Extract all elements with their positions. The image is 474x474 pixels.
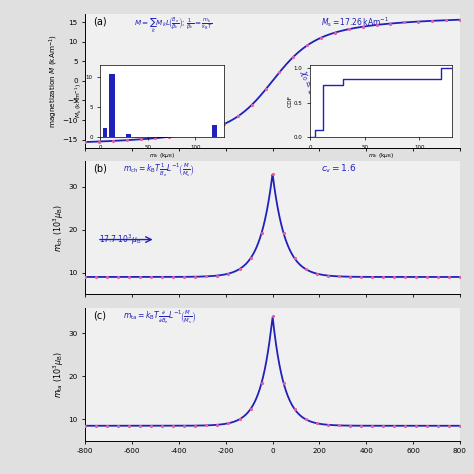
Y-axis label: $m_\mathrm{ch}$ ($10^3\mu_\mathrm{B}$): $m_\mathrm{ch}$ ($10^3\mu_\mathrm{B}$) [51,203,66,252]
Text: $\chi_0=0.688$: $\chi_0=0.688$ [297,68,323,115]
Y-axis label: magnetization $M$ (kAm$^{-1}$): magnetization $M$ (kAm$^{-1}$) [47,34,60,128]
Text: $m_\mathrm{ta}=k_\mathrm{B}T\frac{\partial}{\partial B_e}L^{-1}\!\left(\frac{M}{: $m_\mathrm{ta}=k_\mathrm{B}T\frac{\parti… [123,309,196,326]
Text: $m_\mathrm{ch}=k_\mathrm{B}T\frac{1}{B_e}L^{-1}\!\left(\frac{M}{M_\mathrm{s}}\ri: $m_\mathrm{ch}=k_\mathrm{B}T\frac{1}{B_e… [123,162,194,180]
Text: (c): (c) [93,310,106,320]
Text: $c_\mathrm{v}=1.6$: $c_\mathrm{v}=1.6$ [321,162,357,175]
Text: $17.7{\cdot}10^3\mu_\mathrm{B}$: $17.7{\cdot}10^3\mu_\mathrm{B}$ [100,232,142,247]
Y-axis label: $m_\mathrm{ta}$ ($10^3\mu_\mathrm{B}$): $m_\mathrm{ta}$ ($10^3\mu_\mathrm{B}$) [51,351,66,398]
Text: $M=\sum_k M_k L\!\left(\frac{B_e}{\beta_k}\right)$; $\frac{1}{\beta_k}=\frac{m_k: $M=\sum_k M_k L\!\left(\frac{B_e}{\beta_… [134,16,213,35]
Text: $M_\mathrm{s}=17.26\,\mathrm{kAm}^{-1}$: $M_\mathrm{s}=17.26\,\mathrm{kAm}^{-1}$ [321,16,389,29]
Text: (b): (b) [93,164,107,173]
Text: (a): (a) [93,17,107,27]
